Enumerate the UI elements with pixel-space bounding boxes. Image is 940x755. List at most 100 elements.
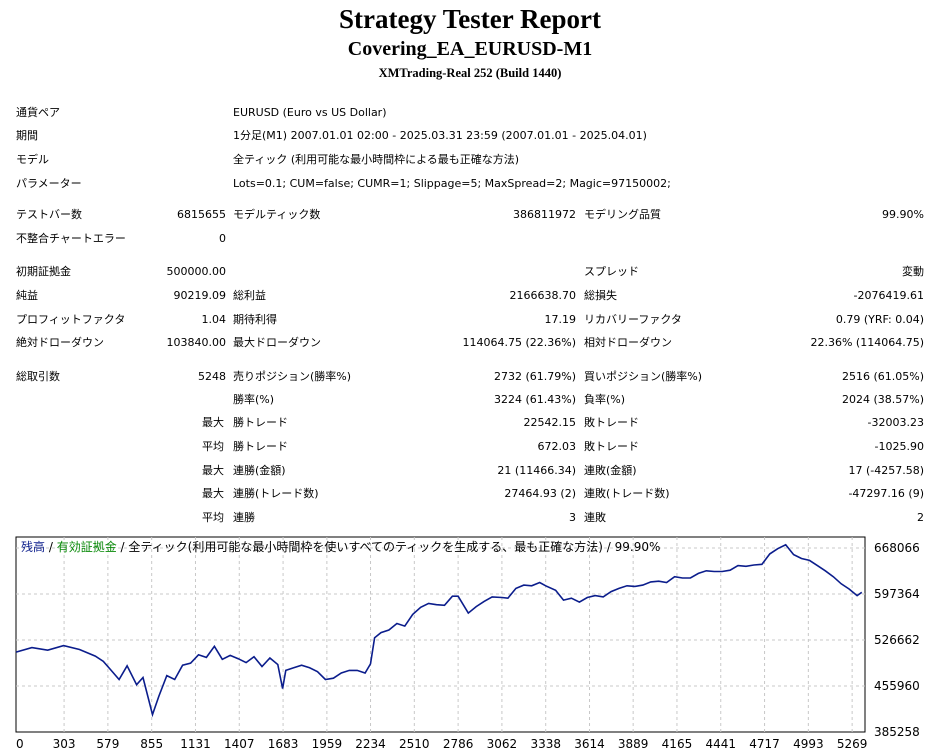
x-tick-label: 4165 [662, 737, 693, 751]
max-win-value: 22542.15 [523, 416, 577, 429]
period-label: 期間 [16, 129, 38, 142]
recovery-value: 0.79 (YRF: 0.04) [835, 313, 924, 326]
x-tick-label: 3062 [487, 737, 518, 751]
rel-dd-label: 相対ドローダウン [584, 336, 672, 349]
x-tick-label: 5269 [837, 737, 868, 751]
deposit-label: 初期証拠金 [16, 265, 71, 278]
gross-loss-label: 総損失 [584, 289, 617, 302]
legend-equity: 有効証拠金 [57, 539, 117, 554]
x-tick-label: 2234 [355, 737, 386, 751]
max-loss-label: 敗トレード [584, 416, 639, 429]
cons-losses-cnt-label: 連敗(トレード数) [584, 487, 670, 500]
y-tick-label: 455960 [874, 679, 920, 693]
x-tick-label: 0 [16, 737, 24, 751]
y-tick-label: 668066 [874, 541, 920, 555]
cons-wins-amt-value: 21 (11466.34) [497, 464, 576, 477]
avg-win-label: 勝トレード [233, 440, 288, 453]
trades-label: 総取引数 [16, 370, 60, 383]
cons-wins-cnt-value: 27464.93 (2) [504, 487, 576, 500]
x-tick-label: 2510 [399, 737, 430, 751]
expected-label: 期待利得 [233, 313, 277, 326]
avg-cons-losses-label: 連敗 [584, 511, 606, 524]
x-tick-label: 3614 [574, 737, 605, 751]
avg-loss-value: -1025.90 [874, 440, 924, 453]
pair-value: EURUSD (Euro vs US Dollar) [233, 106, 387, 119]
avg-cons-losses-value: 2 [917, 511, 924, 524]
avg-qualifier: 平均 [202, 511, 224, 524]
expected-value: 17.19 [544, 313, 577, 326]
grid [16, 537, 865, 732]
max-dd-label: 最大ドローダウン [233, 336, 321, 349]
params-label: パラメーター [16, 177, 82, 190]
period-value: 1分足(M1) 2007.01.01 02:00 - 2025.03.31 23… [233, 129, 647, 142]
x-tick-label: 1683 [268, 737, 299, 751]
x-tick-label: 4717 [749, 737, 780, 751]
x-tick-label: 4441 [705, 737, 736, 751]
ticks-value: 386811972 [513, 208, 576, 221]
x-tick-label: 3338 [530, 737, 561, 751]
quality-label: モデリング品質 [584, 208, 661, 221]
pair-label: 通貨ペア [16, 106, 60, 119]
x-tick-label: 579 [96, 737, 119, 751]
y-tick-label: 385258 [874, 725, 920, 739]
equity-chart: 385258 455960 526662 597364 668066 0 303 579 85… [15, 536, 920, 751]
max-loss-value: -32003.23 [867, 416, 924, 429]
x-tick-label: 2786 [443, 737, 474, 751]
cons-wins-cnt-label: 連勝(トレード数) [233, 487, 319, 500]
gross-profit-value: 2166638.70 [509, 289, 576, 302]
gross-profit-label: 総利益 [233, 289, 266, 302]
spread-label: スプレッド [584, 265, 639, 278]
win-pct-value: 3224 (61.43%) [493, 393, 576, 406]
loss-pct-label: 負率(%) [584, 393, 626, 406]
short-label: 売りポジション(勝率%) [233, 370, 352, 383]
deposit-value: 500000.00 [166, 265, 227, 278]
max-qualifier: 最大 [202, 487, 224, 500]
cons-losses-cnt-value: -47297.16 (9) [848, 487, 924, 500]
x-tick-label: 1959 [312, 737, 343, 751]
max-win-label: 勝トレード [233, 416, 288, 429]
quality-value: 99.90% [882, 208, 924, 221]
cons-losses-amt-label: 連敗(金額) [584, 464, 637, 477]
avg-win-value: 672.03 [537, 440, 577, 453]
y-axis: 385258 455960 526662 597364 668066 [874, 541, 920, 739]
long-label: 買いポジション(勝率%) [584, 370, 703, 383]
server-build: XMTrading-Real 252 (Build 1440) [378, 66, 562, 80]
cons-losses-amt-value: 17 (-4257.58) [848, 464, 924, 477]
x-tick-label: 1407 [224, 737, 255, 751]
max-qualifier: 最大 [202, 416, 224, 429]
net-label: 純益 [16, 289, 38, 302]
short-value: 2732 (61.79%) [493, 370, 576, 383]
x-tick-label: 1131 [180, 737, 211, 751]
x-tick-label: 3889 [618, 737, 649, 751]
pf-label: プロフィットファクタ [16, 313, 126, 326]
report-title: Strategy Tester Report [339, 4, 601, 34]
mismatch-label: 不整合チャートエラー [16, 232, 126, 245]
legend-mode: / 全ティック(利用可能な最小時間枠を使いすべてのティックを生成する、最も正確な… [117, 539, 661, 554]
legend-balance: 残高 [21, 539, 45, 554]
trades-value: 5248 [198, 370, 226, 383]
y-tick-label: 597364 [874, 587, 920, 601]
balance-line [15, 543, 863, 718]
net-value: 90219.09 [173, 289, 227, 302]
recovery-label: リカバリーファクタ [584, 313, 682, 326]
rel-dd-value: 22.36% (114064.75) [810, 336, 924, 349]
avg-qualifier: 平均 [202, 440, 224, 453]
win-pct-label: 勝率(%) [233, 393, 275, 406]
model-label: モデル [16, 153, 49, 166]
long-value: 2516 (61.05%) [841, 370, 924, 383]
pf-value: 1.04 [201, 313, 227, 326]
spread-value: 変動 [902, 265, 924, 278]
avg-cons-wins-label: 連勝 [233, 511, 255, 524]
loss-pct-value: 2024 (38.57%) [841, 393, 924, 406]
bars-value: 6815655 [177, 208, 226, 221]
ticks-label: モデルティック数 [233, 208, 321, 221]
x-tick-label: 4993 [793, 737, 824, 751]
avg-cons-wins-value: 3 [569, 511, 576, 524]
x-tick-label: 303 [53, 737, 76, 751]
y-tick-label: 526662 [874, 633, 920, 647]
chart-legend: 残高 / 有効証拠金 / 全ティック(利用可能な最小時間枠を使いすべてのティック… [21, 539, 660, 554]
abs-dd-label: 絶対ドローダウン [16, 336, 104, 349]
bars-label: テストバー数 [16, 208, 82, 221]
x-axis: 0 303 579 855 1131 1407 1683 1959 2234 2510 2786 30… [16, 737, 867, 751]
model-value: 全ティック (利用可能な最小時間枠による最も正確な方法) [233, 153, 520, 166]
